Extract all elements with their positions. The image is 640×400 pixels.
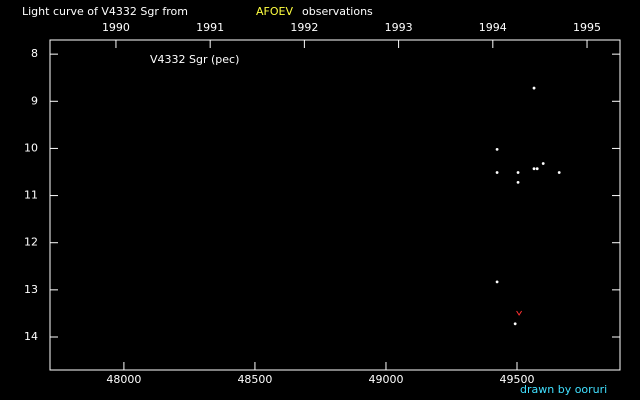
data-point [532,86,536,90]
data-point [516,171,520,174]
y-tick-label: 10 [24,141,38,154]
data-point [513,322,517,326]
data-point [495,171,499,174]
y-tick-label: 14 [24,330,38,343]
x2-tick-label: 1991 [196,21,224,34]
data-point [541,162,545,165]
y-tick-label: 9 [31,94,38,107]
data-point [535,167,539,171]
credit: drawn by ooruri [520,383,607,396]
y-tick-label: 12 [24,236,38,249]
chart-title: Light curve of V4332 Sgr from [22,5,188,18]
data-point [495,280,499,284]
y-tick-label: 8 [31,47,38,60]
data-point [516,180,520,184]
title-end: observations [302,5,373,18]
y-tick-label: 11 [24,189,38,202]
data-point [495,147,499,151]
x-tick-label: 48000 [106,373,141,386]
y-tick-label: 13 [24,283,38,296]
x-tick-label: 48500 [237,373,272,386]
x2-tick-label: 1992 [290,21,318,34]
x2-tick-label: 1995 [573,21,601,34]
plot-frame [49,39,621,371]
title-source: AFOEV [256,5,293,18]
x-tick-label: 49500 [500,373,535,386]
upper-limit-point [516,310,523,316]
data-point [532,167,536,171]
annotation: V4332 Sgr (pec) [150,53,239,66]
data-point [557,171,561,174]
x2-tick-label: 1990 [102,21,130,34]
x2-tick-label: 1994 [479,21,507,34]
x-tick-label: 49000 [368,373,403,386]
x2-tick-label: 1993 [385,21,413,34]
